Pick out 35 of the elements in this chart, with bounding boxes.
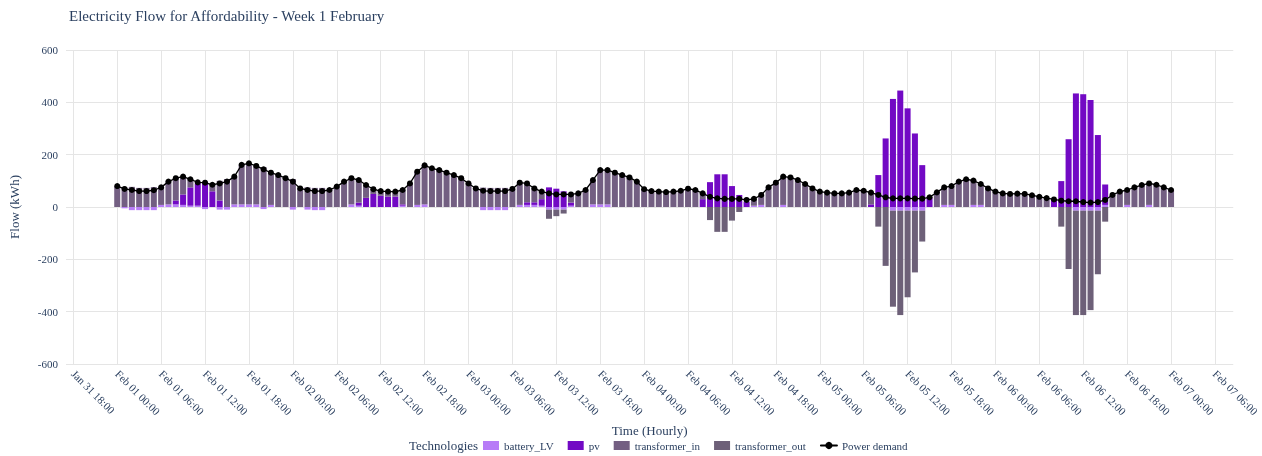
legend-label: pv [588, 439, 601, 452]
y-tick-label: -200 [37, 253, 59, 266]
y-tick-label: 200 [41, 148, 59, 161]
bar [1124, 204, 1131, 207]
bar [560, 207, 567, 210]
bar [414, 204, 421, 207]
y-tick-label: -400 [37, 305, 59, 318]
bar [875, 207, 882, 227]
x-axis-title: Time (Hourly) [611, 423, 688, 438]
legend-label: transformer_in [634, 439, 701, 452]
y-axis-title: Flow (kWh) [7, 175, 22, 239]
chart-title: Electricity Flow for Affordability - Week 1 February [69, 7, 385, 24]
bar [604, 204, 611, 207]
bar [977, 204, 984, 207]
bar [780, 204, 787, 207]
bar [231, 204, 238, 207]
bar [216, 200, 223, 207]
y-tick-label: -600 [37, 358, 59, 370]
bar [267, 204, 274, 207]
bar [560, 209, 567, 214]
legend-title: Technologies [409, 438, 479, 453]
bar [970, 204, 977, 207]
bar [1058, 207, 1065, 227]
bar [260, 207, 267, 210]
legend-label: battery_LV [504, 439, 554, 452]
y-tick-label: 600 [41, 44, 59, 56]
legend-label: Power demand [841, 439, 909, 452]
bar [421, 204, 428, 207]
bar [289, 207, 296, 210]
legend-label: transformer_out [735, 439, 806, 452]
y-tick-label: 400 [41, 96, 59, 109]
bar [348, 204, 355, 207]
y-tick-label: 0 [52, 201, 59, 213]
bar [1146, 204, 1153, 207]
bar [202, 207, 209, 210]
